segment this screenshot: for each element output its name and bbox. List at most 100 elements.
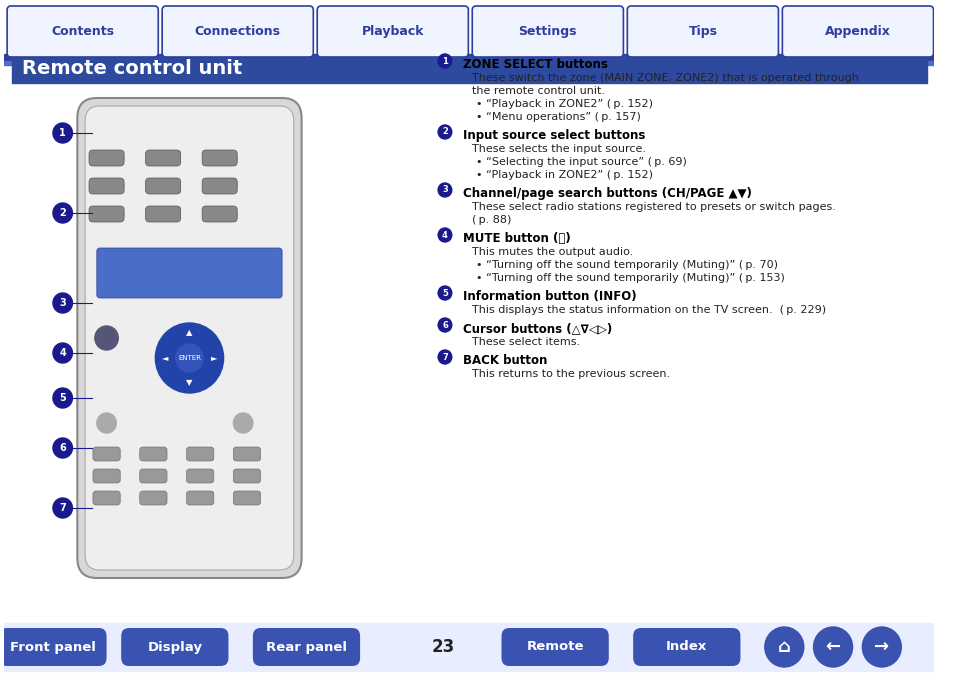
Text: 5: 5: [59, 393, 66, 403]
Text: 3: 3: [59, 298, 66, 308]
FancyBboxPatch shape: [233, 469, 260, 483]
Text: Appendix: Appendix: [824, 25, 890, 38]
Text: 1: 1: [441, 57, 447, 65]
Circle shape: [862, 627, 901, 667]
Text: ▲: ▲: [186, 328, 193, 337]
Text: 2: 2: [441, 127, 447, 137]
FancyBboxPatch shape: [85, 106, 294, 570]
Text: 6: 6: [59, 443, 66, 453]
Circle shape: [94, 326, 118, 350]
Circle shape: [175, 344, 203, 372]
Text: ENTER: ENTER: [178, 355, 201, 361]
Text: Display: Display: [147, 641, 202, 653]
FancyBboxPatch shape: [233, 491, 260, 505]
Text: 23: 23: [431, 638, 455, 656]
Text: Input source select buttons: Input source select buttons: [462, 129, 644, 142]
FancyBboxPatch shape: [187, 491, 213, 505]
FancyBboxPatch shape: [89, 178, 124, 194]
Text: These switch the zone (MAIN ZONE, ZONE2) that is operated through: These switch the zone (MAIN ZONE, ZONE2)…: [472, 73, 859, 83]
Circle shape: [437, 228, 452, 242]
Text: ►: ►: [211, 353, 217, 363]
FancyBboxPatch shape: [92, 447, 120, 461]
Circle shape: [437, 286, 452, 300]
Text: 3: 3: [441, 186, 447, 194]
Text: MUTE button (🔇): MUTE button (🔇): [462, 232, 570, 245]
FancyBboxPatch shape: [139, 447, 167, 461]
Circle shape: [437, 350, 452, 364]
Text: • “Selecting the input source” ( p. 69): • “Selecting the input source” ( p. 69): [476, 157, 686, 167]
FancyBboxPatch shape: [633, 628, 740, 666]
FancyBboxPatch shape: [92, 491, 120, 505]
Circle shape: [52, 293, 72, 313]
Text: 2: 2: [59, 208, 66, 218]
Bar: [4, 623, 934, 671]
Text: 4: 4: [59, 348, 66, 358]
Text: These selects the input source.: These selects the input source.: [472, 144, 645, 154]
FancyBboxPatch shape: [89, 150, 124, 166]
FancyBboxPatch shape: [77, 98, 301, 578]
Text: 7: 7: [59, 503, 66, 513]
Circle shape: [52, 123, 72, 143]
Text: Information button (INFO): Information button (INFO): [462, 290, 636, 303]
FancyBboxPatch shape: [146, 178, 180, 194]
Text: 7: 7: [441, 353, 447, 361]
Circle shape: [52, 388, 72, 408]
Text: ( p. 88): ( p. 88): [472, 215, 511, 225]
Text: This displays the status information on the TV screen.  ( p. 229): This displays the status information on …: [472, 305, 825, 315]
Text: 1: 1: [59, 128, 66, 138]
Circle shape: [437, 125, 452, 139]
Text: Rear panel: Rear panel: [266, 641, 347, 653]
Circle shape: [813, 627, 852, 667]
FancyBboxPatch shape: [7, 6, 158, 57]
FancyBboxPatch shape: [501, 628, 608, 666]
FancyBboxPatch shape: [202, 150, 237, 166]
FancyBboxPatch shape: [187, 447, 213, 461]
Bar: [12, 55, 925, 83]
Text: ZONE SELECT buttons: ZONE SELECT buttons: [462, 58, 607, 71]
Text: These select items.: These select items.: [472, 337, 579, 347]
Text: Front panel: Front panel: [10, 641, 96, 653]
FancyBboxPatch shape: [202, 178, 237, 194]
Text: Connections: Connections: [194, 25, 280, 38]
Text: These select radio stations registered to presets or switch pages.: These select radio stations registered t…: [472, 202, 835, 212]
FancyBboxPatch shape: [253, 628, 359, 666]
Text: 4: 4: [441, 230, 447, 240]
Circle shape: [437, 54, 452, 68]
Text: Remote: Remote: [526, 641, 583, 653]
Circle shape: [52, 343, 72, 363]
Text: Index: Index: [665, 641, 707, 653]
Circle shape: [764, 627, 803, 667]
FancyBboxPatch shape: [202, 206, 237, 222]
FancyBboxPatch shape: [139, 469, 167, 483]
FancyBboxPatch shape: [146, 206, 180, 222]
Text: • “Turning off the sound temporarily (Muting)” ( p. 153): • “Turning off the sound temporarily (Mu…: [476, 273, 784, 283]
FancyBboxPatch shape: [0, 628, 107, 666]
FancyBboxPatch shape: [627, 6, 778, 57]
Text: Channel/page search buttons (CH/PAGE ▲▼): Channel/page search buttons (CH/PAGE ▲▼): [462, 187, 751, 200]
Circle shape: [52, 203, 72, 223]
Text: • “Playback in ZONE2” ( p. 152): • “Playback in ZONE2” ( p. 152): [476, 99, 653, 109]
FancyBboxPatch shape: [781, 6, 933, 57]
Text: BACK button: BACK button: [462, 354, 546, 367]
Text: This returns to the previous screen.: This returns to the previous screen.: [472, 369, 670, 379]
Text: the remote control unit.: the remote control unit.: [472, 86, 604, 96]
FancyBboxPatch shape: [92, 469, 120, 483]
Circle shape: [52, 498, 72, 518]
FancyBboxPatch shape: [317, 6, 468, 57]
Circle shape: [155, 323, 223, 393]
FancyBboxPatch shape: [121, 628, 228, 666]
Bar: [4, 61, 934, 65]
Text: →: →: [873, 638, 888, 656]
Text: ←: ←: [824, 638, 840, 656]
FancyBboxPatch shape: [187, 469, 213, 483]
Text: 6: 6: [441, 320, 447, 330]
FancyBboxPatch shape: [472, 6, 622, 57]
Circle shape: [52, 438, 72, 458]
Text: ▼: ▼: [186, 378, 193, 388]
Text: • “Playback in ZONE2” ( p. 152): • “Playback in ZONE2” ( p. 152): [476, 170, 653, 180]
Text: Cursor buttons (△∇◁▷): Cursor buttons (△∇◁▷): [462, 322, 611, 335]
Circle shape: [233, 413, 253, 433]
Circle shape: [437, 183, 452, 197]
FancyBboxPatch shape: [146, 150, 180, 166]
Text: This mutes the output audio.: This mutes the output audio.: [472, 247, 633, 257]
